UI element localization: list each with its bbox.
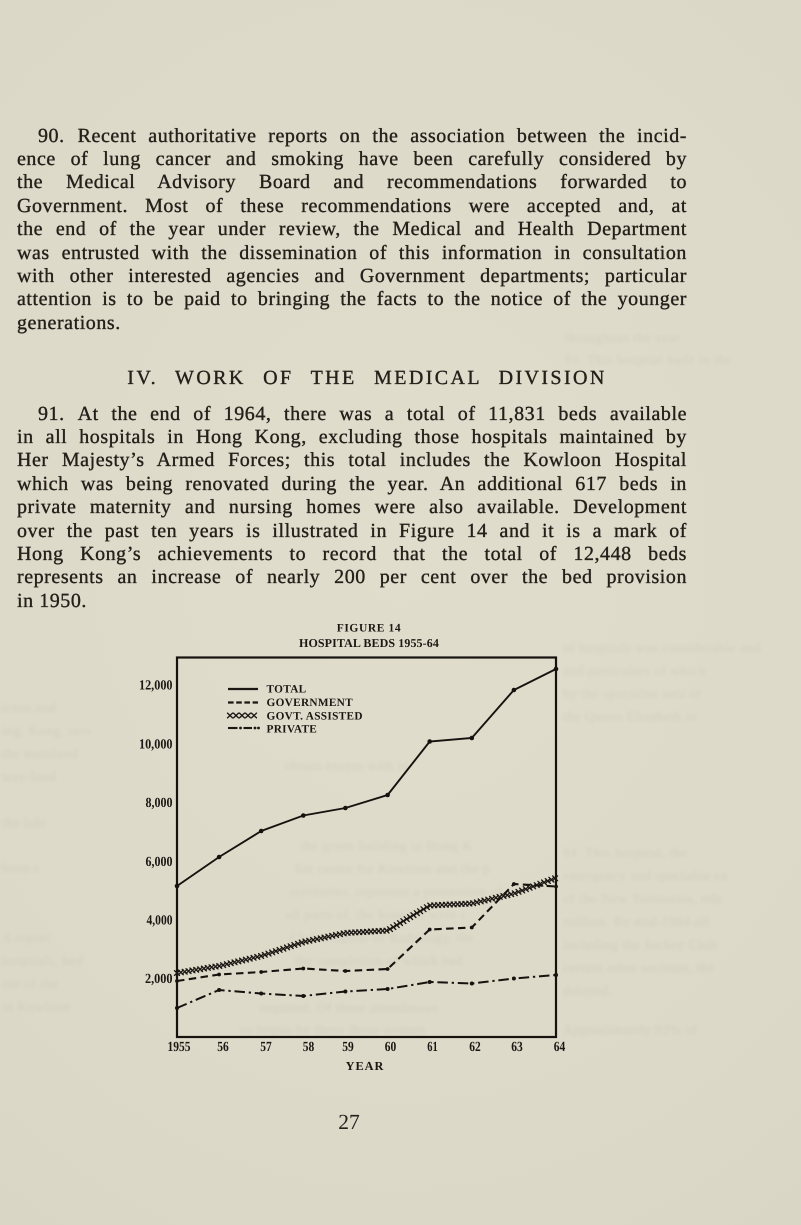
svg-text:PRIVATE: PRIVATE bbox=[267, 724, 318, 736]
svg-text:HOSPITAL BEDS 1955-64: HOSPITAL BEDS 1955-64 bbox=[299, 636, 439, 650]
svg-text:FIGURE 14: FIGURE 14 bbox=[337, 623, 402, 635]
svg-text:6,000: 6,000 bbox=[146, 855, 173, 870]
svg-text:10,000: 10,000 bbox=[139, 737, 173, 752]
svg-text:58: 58 bbox=[303, 1040, 315, 1055]
svg-text:60: 60 bbox=[385, 1040, 397, 1055]
svg-text:64: 64 bbox=[554, 1040, 566, 1055]
svg-text:56: 56 bbox=[217, 1040, 229, 1055]
svg-text:4,000: 4,000 bbox=[147, 914, 173, 929]
svg-text:YEAR: YEAR bbox=[346, 1059, 385, 1073]
svg-text:1955: 1955 bbox=[168, 1040, 191, 1055]
svg-text:TOTAL: TOTAL bbox=[267, 684, 307, 696]
svg-text:57: 57 bbox=[260, 1040, 272, 1055]
svg-text:62: 62 bbox=[469, 1040, 481, 1055]
svg-text:12,000: 12,000 bbox=[139, 679, 173, 694]
svg-text:61: 61 bbox=[427, 1040, 438, 1055]
svg-text:GOVERNMENT: GOVERNMENT bbox=[267, 697, 354, 709]
svg-text:2,000: 2,000 bbox=[145, 972, 173, 987]
svg-text:63: 63 bbox=[511, 1040, 523, 1055]
svg-text:GOVT. ASSISTED: GOVT. ASSISTED bbox=[267, 711, 363, 723]
svg-text:8,000: 8,000 bbox=[146, 796, 173, 811]
svg-text:59: 59 bbox=[342, 1040, 354, 1055]
